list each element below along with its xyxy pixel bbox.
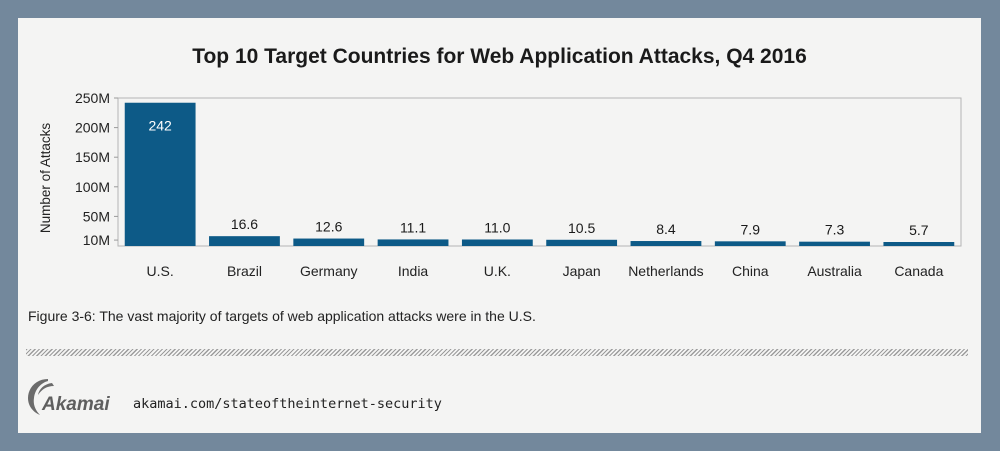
bar-india [377, 239, 449, 246]
plot-frame [117, 97, 962, 247]
y-tick-label: 200M [75, 120, 110, 136]
y-tick-label: 250M [75, 90, 110, 106]
figure-caption: Figure 3-6: The vast majority of targets… [28, 308, 536, 324]
bar-value-label: 242 [148, 118, 172, 134]
footer-url: akamai.com/stateoftheinternet-security [133, 396, 442, 412]
bar-netherlands [630, 241, 702, 246]
bar-u-s [124, 102, 196, 247]
bar-u-k [461, 239, 533, 246]
x-tick-label: Australia [807, 263, 862, 279]
y-tick-label: 50M [83, 208, 110, 224]
hatched-divider [26, 349, 968, 356]
bar-value-label: 16.6 [231, 216, 258, 232]
akamai-logo: Akamai [28, 379, 110, 415]
y-tick-label: 100M [75, 179, 110, 195]
x-tick-label: India [398, 263, 429, 279]
x-tick-label: U.K. [484, 263, 511, 279]
bar-brazil [209, 236, 280, 246]
chart-card: Top 10 Target Countries for Web Applicat… [18, 18, 981, 433]
x-tick-label: Netherlands [628, 263, 704, 279]
x-tick-label: Germany [300, 263, 358, 279]
bar-value-label: 11.0 [484, 219, 510, 235]
y-tick-label: 150M [75, 149, 110, 165]
y-tick-label: 10M [83, 232, 110, 248]
bar-value-label: 11.1 [400, 219, 426, 235]
x-tick-label: China [732, 263, 769, 279]
bar-canada [883, 242, 955, 246]
bar-germany [293, 238, 365, 246]
bar-value-label: 5.7 [909, 222, 929, 238]
x-tick-label: Canada [894, 263, 943, 279]
chart-title: Top 10 Target Countries for Web Applicat… [192, 45, 807, 68]
y-axis-label: Number of Attacks [38, 123, 53, 234]
bar-value-label: 7.9 [741, 221, 761, 237]
bar-value-label: 7.3 [825, 222, 845, 238]
bar-value-label: 8.4 [656, 221, 676, 237]
bar-value-label: 12.6 [315, 219, 342, 235]
x-tick-label: Japan [563, 263, 601, 279]
x-tick-label: Brazil [227, 263, 262, 279]
bar-china [714, 241, 786, 246]
akamai-swoosh-icon [28, 379, 48, 415]
bar-japan [546, 239, 618, 246]
bar-value-label: 10.5 [568, 220, 595, 236]
bar-chart: 10M 50M 100M 150M 200M 250M Number of Attacks 2… [38, 90, 962, 279]
bar-australia [799, 241, 870, 246]
akamai-wordmark: Akamai [41, 394, 110, 415]
x-tick-label: U.S. [147, 263, 174, 279]
